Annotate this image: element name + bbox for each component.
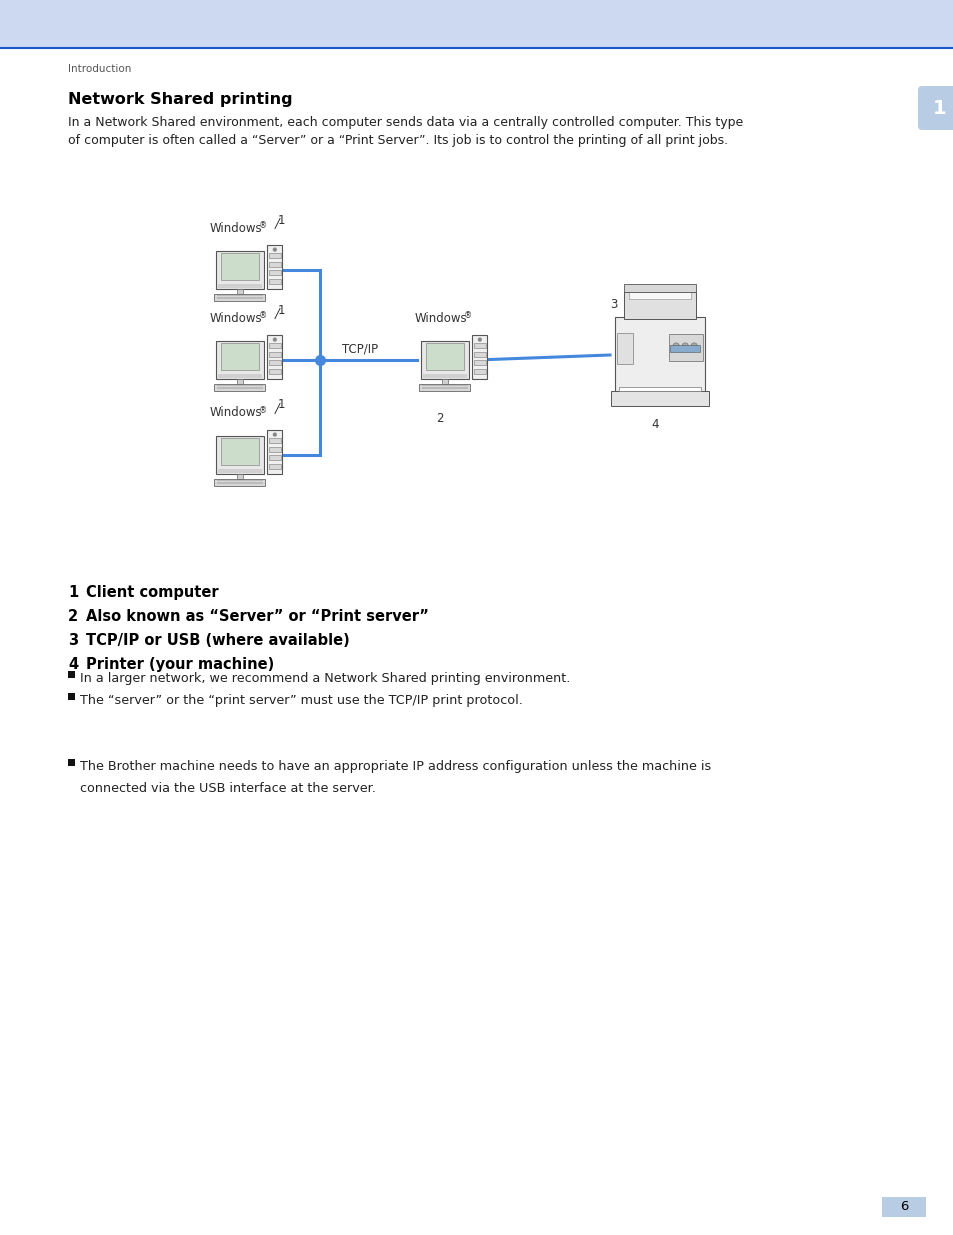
Bar bbox=[221, 343, 258, 370]
Bar bbox=[214, 384, 265, 390]
Text: Introduction: Introduction bbox=[68, 64, 132, 74]
Bar bbox=[68, 671, 75, 678]
Text: The Brother machine needs to have an appropriate IP address configuration unless: The Brother machine needs to have an app… bbox=[80, 760, 711, 773]
Bar bbox=[422, 374, 467, 378]
Bar bbox=[269, 270, 280, 275]
Bar bbox=[269, 438, 280, 443]
Bar bbox=[68, 760, 75, 766]
Text: of computer is often called a “Server” or a “Print Server”. Its job is to contro: of computer is often called a “Server” o… bbox=[68, 135, 727, 147]
Circle shape bbox=[273, 247, 276, 252]
Text: ®: ® bbox=[258, 311, 267, 321]
Bar bbox=[269, 454, 280, 461]
Bar bbox=[669, 345, 700, 352]
Text: ®: ® bbox=[258, 221, 267, 231]
Bar bbox=[474, 368, 485, 374]
Bar bbox=[618, 387, 700, 391]
Bar bbox=[611, 391, 708, 406]
Bar bbox=[617, 332, 633, 364]
Bar bbox=[68, 693, 75, 700]
Bar bbox=[269, 253, 280, 258]
Bar bbox=[217, 374, 262, 378]
Text: In a larger network, we recommend a Network Shared printing environment.: In a larger network, we recommend a Netw… bbox=[80, 672, 570, 685]
Bar bbox=[267, 430, 282, 474]
Bar bbox=[216, 341, 264, 379]
Bar bbox=[221, 438, 258, 466]
Text: 1: 1 bbox=[277, 214, 285, 226]
Bar bbox=[267, 245, 282, 289]
Text: ®: ® bbox=[463, 311, 472, 321]
Text: Client computer: Client computer bbox=[86, 585, 218, 600]
Bar bbox=[221, 253, 258, 280]
Text: 4: 4 bbox=[68, 657, 78, 672]
Bar bbox=[269, 279, 280, 284]
Text: TCP/IP: TCP/IP bbox=[341, 342, 377, 354]
Bar bbox=[882, 1197, 925, 1216]
Bar bbox=[474, 352, 485, 357]
Bar bbox=[236, 289, 243, 294]
Bar bbox=[623, 284, 696, 291]
Text: Also known as “Server” or “Print server”: Also known as “Server” or “Print server” bbox=[86, 609, 429, 624]
Bar bbox=[421, 341, 468, 379]
Circle shape bbox=[681, 343, 688, 350]
Text: 1: 1 bbox=[277, 304, 285, 316]
Text: Printer (your machine): Printer (your machine) bbox=[86, 657, 274, 672]
Text: connected via the USB interface at the server.: connected via the USB interface at the s… bbox=[80, 782, 375, 795]
Text: The “server” or the “print server” must use the TCP/IP print protocol.: The “server” or the “print server” must … bbox=[80, 694, 522, 706]
Bar bbox=[216, 251, 264, 289]
Bar bbox=[216, 436, 264, 474]
Text: ®: ® bbox=[258, 406, 267, 415]
Bar bbox=[668, 335, 702, 362]
Bar bbox=[629, 291, 690, 299]
Text: 1: 1 bbox=[277, 399, 285, 411]
Circle shape bbox=[273, 337, 276, 342]
Text: 1: 1 bbox=[68, 585, 78, 600]
Bar bbox=[269, 359, 280, 366]
Bar bbox=[441, 379, 448, 384]
Bar bbox=[615, 316, 704, 393]
Text: 3: 3 bbox=[68, 634, 78, 648]
Bar bbox=[474, 359, 485, 366]
Bar bbox=[0, 0, 953, 48]
Bar bbox=[214, 479, 265, 485]
Text: Network Shared printing: Network Shared printing bbox=[68, 91, 293, 107]
Text: TCP/IP or USB (where available): TCP/IP or USB (where available) bbox=[86, 634, 350, 648]
Circle shape bbox=[273, 432, 276, 437]
Bar bbox=[269, 447, 280, 452]
Text: 1: 1 bbox=[932, 99, 945, 117]
Text: 2: 2 bbox=[436, 411, 443, 425]
Bar bbox=[623, 291, 696, 319]
Bar bbox=[269, 262, 280, 267]
Text: Windows: Windows bbox=[210, 406, 262, 420]
FancyBboxPatch shape bbox=[917, 86, 953, 130]
Bar bbox=[269, 343, 280, 348]
Text: In a Network Shared environment, each computer sends data via a centrally contro: In a Network Shared environment, each co… bbox=[68, 116, 742, 128]
Bar bbox=[267, 335, 282, 379]
Circle shape bbox=[690, 343, 697, 350]
Bar bbox=[426, 343, 463, 370]
Text: 2: 2 bbox=[68, 609, 78, 624]
Circle shape bbox=[673, 343, 679, 350]
Bar bbox=[217, 468, 262, 473]
Bar bbox=[419, 384, 470, 390]
Text: 4: 4 bbox=[651, 417, 659, 431]
Text: Windows: Windows bbox=[415, 311, 467, 325]
Circle shape bbox=[477, 337, 481, 342]
Bar bbox=[269, 368, 280, 374]
Bar bbox=[236, 474, 243, 479]
Text: Windows: Windows bbox=[210, 221, 262, 235]
Text: Windows: Windows bbox=[210, 311, 262, 325]
Bar bbox=[214, 294, 265, 300]
Bar bbox=[269, 463, 280, 468]
Bar bbox=[472, 335, 487, 379]
Bar bbox=[474, 343, 485, 348]
Bar bbox=[217, 284, 262, 288]
Text: 6: 6 bbox=[899, 1200, 907, 1214]
Bar bbox=[269, 352, 280, 357]
Bar bbox=[236, 379, 243, 384]
Text: 3: 3 bbox=[609, 299, 617, 311]
